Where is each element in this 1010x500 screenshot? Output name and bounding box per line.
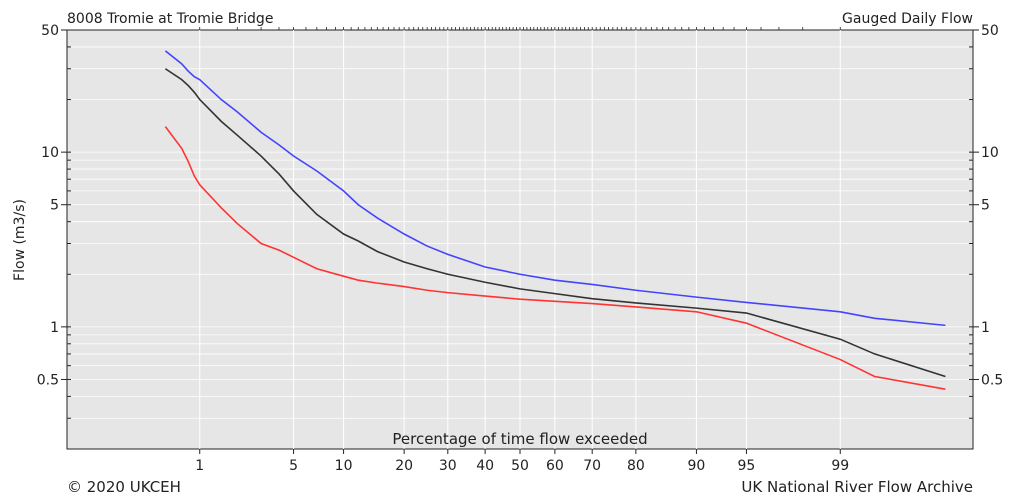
title-right: Gauged Daily Flow [842, 11, 973, 27]
x-tick-label: 95 [738, 458, 756, 474]
y-tick-label: 5 [50, 198, 59, 214]
ticks: 1 5 10 20 30 40 50 60 70 80 90 95 99 0.5 1 5 10 50 0.5 1 5 10… [37, 23, 1004, 474]
copyright: © 2020 UKCEH [67, 478, 181, 496]
series-line-2 [164, 68, 946, 378]
y-axis-title: Flow (m3/s) [12, 199, 28, 281]
grid [67, 30, 973, 449]
x-tick-label: 1 [195, 458, 204, 474]
archive-credit: UK National River Flow Archive [741, 478, 973, 496]
y-tick-label: 50 [41, 23, 59, 39]
x-tick-label: 10 [335, 458, 353, 474]
x-tick-label: 30 [439, 458, 457, 474]
series-line-1 [164, 50, 946, 327]
y-tick-label-right: 0.5 [981, 372, 1003, 388]
x-tick-label: 20 [395, 458, 413, 474]
y-tick-label-right: 10 [981, 145, 999, 161]
x-tick-label: 60 [546, 458, 564, 474]
x-tick-label: 70 [583, 458, 601, 474]
x-tick-label: 90 [688, 458, 706, 474]
title-left: 8008 Tromie at Tromie Bridge [67, 11, 273, 27]
x-tick-label: 80 [627, 458, 645, 474]
x-axis-title: Percentage of time flow exceeded [392, 430, 647, 448]
y-tick-label: 0.5 [37, 372, 59, 388]
x-tick-label: 40 [476, 458, 494, 474]
y-tick-label-right: 5 [981, 198, 990, 214]
y-tick-label-right: 1 [981, 320, 990, 336]
y-tick-label: 10 [41, 145, 59, 161]
x-tick-label: 50 [511, 458, 529, 474]
series-lines [164, 50, 946, 390]
y-tick-label-right: 50 [981, 23, 999, 39]
x-tick-label: 5 [289, 458, 298, 474]
series-line-3 [164, 126, 946, 390]
y-tick-label: 1 [50, 320, 59, 336]
x-tick-label: 99 [831, 458, 849, 474]
